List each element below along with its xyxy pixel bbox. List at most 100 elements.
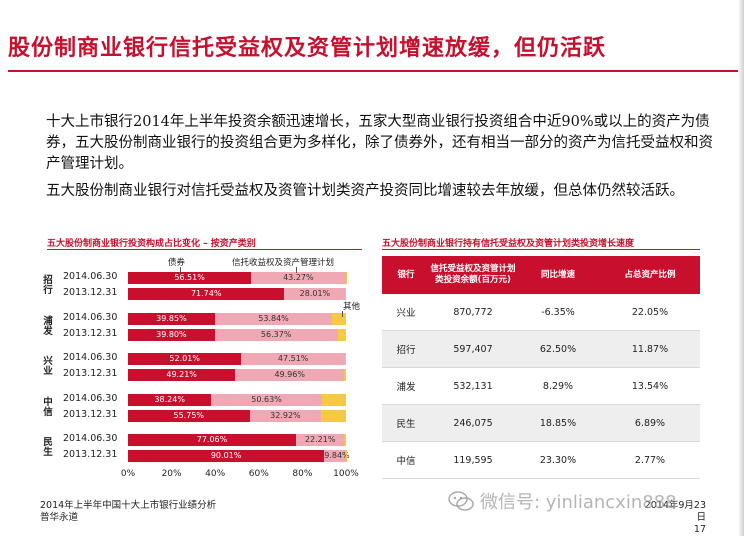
table-row: 中信 119,595 23.30% 2.77%	[382, 442, 700, 479]
chart-title-rule	[47, 249, 362, 250]
title-rule	[8, 70, 738, 72]
bar-row: 90.01% 9.84%	[128, 450, 350, 462]
table-title-rule	[382, 249, 700, 250]
data-label: 38.24%	[154, 395, 185, 404]
data-label: 9.84%	[324, 451, 350, 460]
bar-segment-debt: 39.85%	[128, 313, 215, 325]
data-label: 43.27%	[283, 273, 314, 282]
x-tick-label: 60%	[248, 469, 269, 479]
bar-row: 52.01% 47.51%	[128, 353, 346, 365]
table-header: 银行 信托受益权及资管计划类投资余额(百万元) 同比增速 占总资产比例	[382, 256, 700, 294]
bar-row: 39.85% 53.84%	[128, 313, 346, 325]
cell-balance: 597,407	[453, 343, 493, 355]
bar-segment-debt: 71.74%	[128, 288, 285, 300]
data-label: 56.37%	[260, 330, 292, 339]
table-title: 五大股份制商业银行持有信托受益权及资管计划类投资增长速度	[382, 239, 635, 249]
wechat-icon	[448, 491, 474, 511]
bar-row: 77.06% 22.21%	[128, 434, 346, 446]
bank-label: 民生	[43, 437, 53, 458]
bar-row: 38.24% 50.63%	[128, 394, 346, 406]
bar-segment-debt: 90.01%	[128, 450, 325, 462]
cell-growth: 23.30%	[539, 454, 577, 466]
date-label: 2014.06.30	[63, 271, 118, 282]
page-edge-shadow	[738, 0, 744, 536]
bar-segment-trust: 32.92%	[249, 410, 322, 422]
bar-segment-trust: 50.63%	[211, 394, 322, 406]
cell-balance: 532,131	[453, 380, 493, 392]
series-leader-line	[180, 267, 181, 273]
date-label: 2014.06.30	[63, 352, 118, 363]
footer-source: 2014年上半年中国十大上市银行业绩分析 普华永道	[40, 500, 216, 524]
bar-segment-other	[321, 410, 346, 422]
bank-label: 兴业	[43, 356, 53, 377]
bar-row: 71.74% 28.01%	[128, 288, 346, 300]
data-label: 55.75%	[173, 411, 205, 420]
header-ratio: 占总资产比例	[624, 269, 676, 280]
cell-balance: 870,772	[453, 306, 493, 318]
series-label: 债券	[168, 258, 186, 268]
data-label: 32.92%	[270, 411, 301, 420]
x-tick-label: 0%	[120, 469, 136, 479]
x-tick-label: 100%	[333, 469, 359, 479]
bar-segment-trust: 22.21%	[295, 434, 345, 446]
bar-segment-trust: 53.84%	[214, 313, 333, 325]
watermark: 微信号: yinliancxin888	[448, 488, 677, 514]
cell-growth: 62.50%	[539, 343, 577, 355]
bar-segment-other	[344, 353, 346, 365]
bank-label: 中信	[43, 397, 53, 418]
data-label: 49.96%	[274, 370, 305, 379]
data-label: 53.84%	[258, 314, 289, 323]
bar-segment-debt: 39.80%	[128, 329, 215, 341]
bar-segment-trust: 47.51%	[241, 353, 345, 365]
data-label: 90.01%	[210, 451, 242, 460]
x-tick-label: 40%	[205, 469, 226, 479]
date-label: 2013.12.31	[63, 328, 118, 339]
footer-right: 2014年9月23日 17	[640, 500, 706, 536]
bar-segment-debt: 38.24%	[128, 394, 212, 406]
bar-segment-trust: 56.37%	[214, 329, 338, 341]
bar-segment-debt: 55.75%	[128, 410, 250, 422]
x-tick-label: 80%	[292, 469, 313, 479]
table-row: 招行 597,407 62.50% 11.87%	[382, 331, 700, 368]
bar-segment-trust: 43.27%	[251, 272, 346, 284]
bar-segment-debt: 52.01%	[128, 353, 242, 365]
paragraph-2: 五大股份制商业银行对信托受益权及资管计划类资产投资同比增速较去年放缓，但总体仍然…	[46, 183, 684, 199]
bar-segment-other	[332, 313, 346, 325]
cell-bank: 兴业	[396, 308, 416, 319]
page-number: 17	[693, 524, 706, 535]
data-label: 28.01%	[299, 289, 331, 298]
bar-segment-debt: 49.21%	[128, 369, 236, 381]
bar-row: 56.51% 43.27%	[128, 272, 346, 284]
cell-ratio: 22.05%	[631, 306, 669, 318]
watermark-text: 微信号: yinliancxin888	[480, 492, 677, 513]
series-leader-line	[342, 311, 343, 317]
table-row: 浦发 532,131 8.29% 13.54%	[382, 368, 700, 405]
bar-row: 39.80% 56.37%	[128, 329, 346, 341]
footer-report-title: 2014年上半年中国十大上市银行业绩分析	[40, 500, 217, 511]
bank-label: 浦发	[43, 316, 53, 337]
cell-bank: 民生	[396, 419, 416, 430]
data-label: 39.80%	[156, 330, 187, 339]
footer-date: 2014年9月23日	[644, 500, 706, 523]
date-label: 2014.06.30	[63, 393, 118, 404]
data-label: 39.85%	[156, 314, 187, 323]
bar-segment-debt: 77.06%	[128, 434, 296, 446]
data-label: 22.21%	[304, 435, 336, 444]
cell-growth: 18.85%	[539, 417, 577, 429]
series-label: 信托收益权及资产管理计划	[232, 258, 335, 268]
cell-growth: 8.29%	[542, 380, 574, 392]
cell-ratio: 11.87%	[631, 343, 669, 355]
bar-segment-trust: 28.01%	[284, 288, 346, 300]
bar-segment-other	[345, 288, 346, 300]
data-label: 71.74%	[190, 289, 222, 298]
cell-growth: -6.35%	[541, 306, 575, 318]
cell-ratio: 13.54%	[631, 380, 669, 392]
growth-table: 银行 信托受益权及资管计划类投资余额(百万元) 同比增速 占总资产比例 兴业 8…	[382, 256, 700, 479]
date-label: 2013.12.31	[63, 368, 118, 379]
data-label: 56.51%	[174, 273, 205, 282]
date-label: 2013.12.31	[63, 287, 118, 298]
bar-segment-debt: 56.51%	[128, 272, 252, 284]
date-label: 2014.06.30	[63, 433, 118, 444]
bar-segment-other	[344, 369, 346, 381]
date-label: 2013.12.31	[63, 409, 118, 420]
